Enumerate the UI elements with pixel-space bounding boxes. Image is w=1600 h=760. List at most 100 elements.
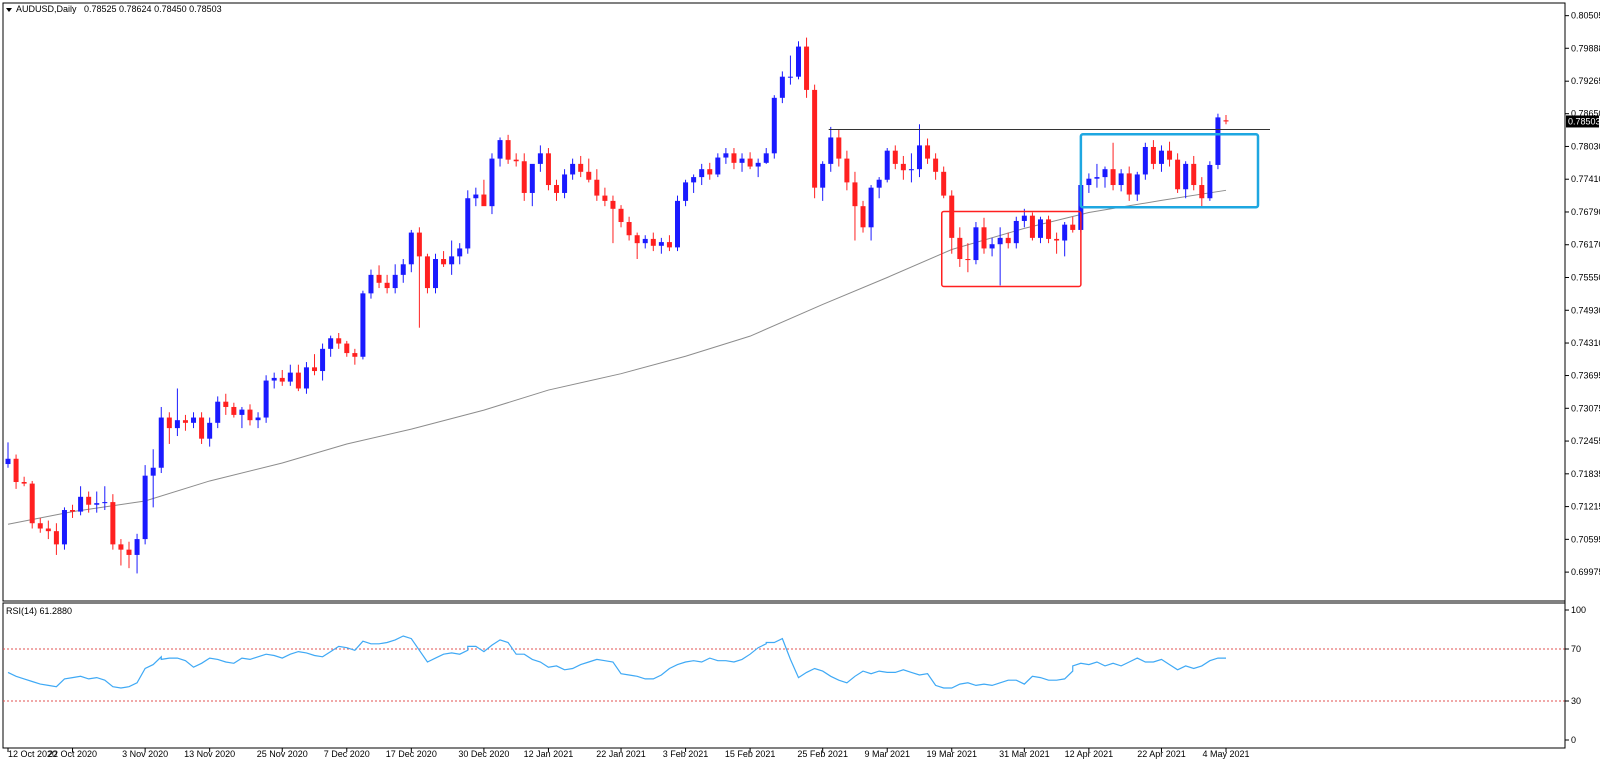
candle	[199, 412, 205, 444]
candle-body	[29, 483, 35, 524]
candle	[723, 148, 729, 164]
candle	[602, 187, 608, 207]
candle	[957, 227, 963, 267]
candle	[126, 541, 132, 569]
candle-body	[852, 182, 858, 207]
candle-body	[828, 137, 834, 164]
candle	[884, 148, 890, 183]
candle	[102, 486, 108, 511]
candle-body	[1158, 150, 1164, 164]
candle	[529, 163, 535, 207]
candle	[1167, 141, 1173, 167]
candle	[1118, 169, 1124, 192]
candle	[626, 216, 632, 241]
candle-body	[779, 76, 785, 98]
candle-body	[1207, 164, 1213, 199]
candle-body	[981, 227, 987, 249]
candle	[981, 217, 987, 254]
collapse-arrow-icon[interactable]	[6, 8, 12, 12]
candle-body	[53, 531, 59, 545]
candle	[5, 442, 11, 468]
candle	[1215, 113, 1221, 170]
candle-body	[925, 145, 931, 159]
candle	[666, 235, 672, 252]
candle-body	[820, 163, 826, 188]
candles-layer	[5, 37, 1229, 574]
candle	[908, 153, 914, 183]
time-tick-label: 7 Dec 2020	[324, 749, 370, 759]
candle	[868, 185, 874, 241]
candle-body	[933, 158, 939, 172]
candle-body	[1062, 224, 1068, 241]
candle	[1223, 115, 1229, 125]
candle	[473, 187, 479, 207]
candle-body	[594, 179, 600, 196]
rsi-line	[7, 635, 1226, 689]
candle	[836, 129, 842, 167]
candle-body	[166, 417, 172, 429]
price-tick-label: 0.79265	[1571, 76, 1600, 86]
candle-body	[1046, 219, 1052, 239]
price-pane: AUDUSD,Daily 0.78525 0.78624 0.78450 0.7…	[2, 2, 1566, 602]
candle	[368, 269, 374, 299]
candle-body	[303, 367, 309, 389]
candle-body	[755, 162, 761, 167]
candle-body	[787, 76, 793, 78]
candle-body	[279, 377, 285, 382]
candle	[1150, 140, 1156, 170]
candle-body	[691, 177, 697, 183]
candle-body	[505, 140, 511, 160]
time-tick-label: 22 Oct 2020	[48, 749, 97, 759]
candle-body	[255, 417, 261, 421]
candle	[779, 71, 785, 104]
candle-body	[1094, 177, 1100, 179]
candle-body	[545, 153, 551, 186]
price-tick-label: 0.79888	[1571, 43, 1600, 53]
price-pane-frame	[2, 2, 1566, 602]
candle-body	[650, 238, 656, 246]
candle-body	[1142, 146, 1148, 175]
candle-body	[457, 248, 463, 257]
candle	[295, 364, 301, 392]
candle-body	[223, 401, 229, 407]
candle-body	[263, 380, 269, 418]
candle-body	[70, 510, 76, 512]
candle	[320, 343, 326, 381]
candle	[1054, 232, 1060, 254]
candle-body	[1183, 163, 1189, 190]
candle	[231, 402, 237, 418]
candle-body	[134, 539, 140, 555]
rsi-tick-label: 100	[1571, 605, 1586, 615]
candle	[384, 274, 390, 294]
candle-body	[61, 510, 67, 545]
candle	[1005, 232, 1011, 249]
candle-body	[554, 185, 560, 193]
candle-body	[683, 182, 689, 201]
candle	[416, 227, 422, 328]
candle-body	[1102, 169, 1108, 178]
candle-body	[328, 338, 334, 349]
candle	[271, 372, 277, 389]
candle-body	[1029, 215, 1035, 238]
candle	[118, 539, 124, 566]
candle-body	[1005, 237, 1011, 244]
time-tick-label: 22 Apr 2021	[1137, 749, 1186, 759]
candle	[433, 253, 439, 294]
candle-body	[658, 242, 664, 246]
candle-body	[586, 171, 592, 180]
candle-body	[312, 367, 318, 372]
candle-body	[1054, 238, 1060, 241]
candle-body	[602, 195, 608, 201]
candle	[707, 162, 713, 180]
candle	[989, 237, 995, 257]
candle-body	[416, 232, 422, 257]
candle-body	[1199, 185, 1205, 199]
candle	[45, 520, 51, 540]
rsi-pane: RSI(14) 61.2880	[2, 602, 1566, 749]
candle	[239, 406, 245, 429]
candle	[1086, 173, 1092, 193]
candle	[53, 523, 59, 555]
